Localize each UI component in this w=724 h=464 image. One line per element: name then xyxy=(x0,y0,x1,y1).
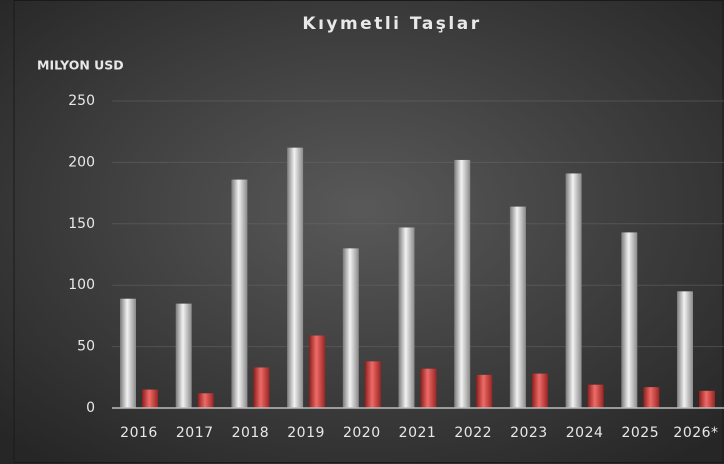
bar xyxy=(342,248,359,408)
bar xyxy=(587,384,604,408)
chart-title: Kıymetli Taşlar xyxy=(302,14,481,34)
y-tick-label: 200 xyxy=(68,154,95,170)
x-tick-label: 2019 xyxy=(287,425,325,441)
bar xyxy=(454,159,471,408)
x-tick-label: 2022 xyxy=(454,425,492,441)
bar xyxy=(120,298,136,408)
bar xyxy=(309,335,326,408)
bar xyxy=(643,387,660,408)
x-tick-label: 2017 xyxy=(176,425,214,441)
bar xyxy=(287,147,304,408)
x-tick-label: 2018 xyxy=(232,425,270,441)
y-tick-label: 0 xyxy=(86,400,95,416)
bar xyxy=(699,390,715,408)
bar xyxy=(175,303,192,408)
bar xyxy=(420,368,437,408)
bar xyxy=(364,361,381,408)
bar xyxy=(531,373,548,408)
x-tick-label: 2021 xyxy=(399,425,437,441)
bar xyxy=(476,374,493,408)
y-tick-label: 150 xyxy=(68,216,95,232)
bar xyxy=(398,227,415,408)
x-tick-label: 2020 xyxy=(343,425,381,441)
bar xyxy=(677,291,693,408)
bar xyxy=(253,367,270,408)
y-tick-label: 50 xyxy=(77,339,95,355)
chart-border xyxy=(13,0,724,463)
x-tick-label: 2023 xyxy=(510,425,548,441)
bar xyxy=(197,393,214,408)
y-tick-label: 100 xyxy=(68,277,95,293)
bar xyxy=(231,179,248,408)
bar xyxy=(142,389,158,408)
y-tick-label: 250 xyxy=(68,93,95,109)
y-axis-label: MILYON USD xyxy=(37,58,124,73)
x-tick-label: 2016 xyxy=(120,425,158,441)
x-tick-label: 2025 xyxy=(621,425,659,441)
bar xyxy=(621,232,638,408)
bar xyxy=(565,173,582,408)
bar xyxy=(509,206,526,408)
x-tick-label: 2024 xyxy=(566,425,604,441)
x-tick-label: 2026* xyxy=(673,425,718,441)
